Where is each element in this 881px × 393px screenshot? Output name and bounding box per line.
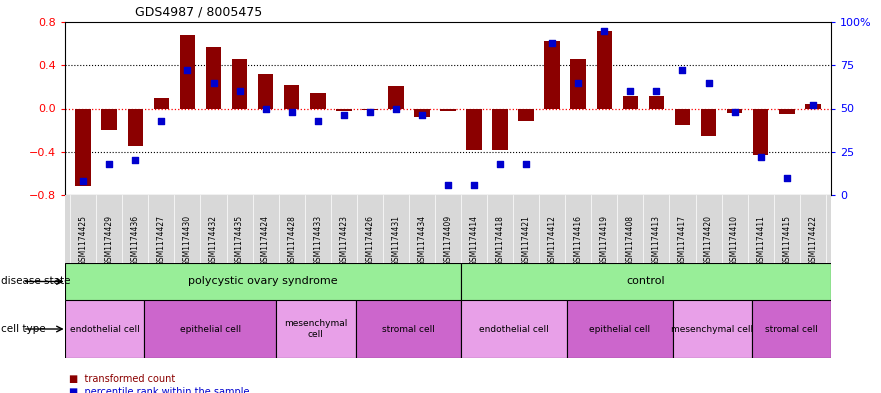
Bar — [277, 300, 356, 358]
Bar — [356, 300, 462, 358]
Point — [753, 154, 767, 160]
Bar — [596, 31, 612, 108]
Bar — [232, 59, 248, 108]
Point — [624, 88, 638, 94]
Text: epithelial cell: epithelial cell — [180, 325, 241, 334]
Bar — [675, 108, 691, 125]
Point — [415, 112, 429, 119]
Point — [701, 79, 715, 86]
Point — [519, 161, 533, 167]
Bar — [440, 108, 455, 111]
Bar — [566, 300, 672, 358]
Bar — [466, 108, 482, 150]
Bar — [180, 35, 196, 108]
Point — [441, 182, 455, 188]
Point — [233, 88, 247, 94]
Point — [649, 88, 663, 94]
Text: endothelial cell: endothelial cell — [479, 325, 549, 334]
Bar — [518, 108, 534, 121]
Bar — [779, 108, 795, 114]
Point — [154, 118, 168, 124]
Bar — [205, 47, 221, 108]
Text: ■  transformed count: ■ transformed count — [70, 374, 175, 384]
Bar — [623, 95, 638, 108]
Point — [102, 161, 116, 167]
Bar — [727, 108, 743, 113]
Point — [806, 102, 820, 108]
Bar — [76, 108, 91, 186]
Text: GDS4987 / 8005475: GDS4987 / 8005475 — [136, 5, 263, 18]
Bar — [700, 108, 716, 136]
Text: epithelial cell: epithelial cell — [589, 325, 650, 334]
Bar — [65, 263, 462, 300]
Text: mesenchymal cell: mesenchymal cell — [671, 325, 753, 334]
Bar — [805, 104, 820, 108]
Bar — [462, 300, 566, 358]
Bar — [258, 74, 273, 108]
Text: endothelial cell: endothelial cell — [70, 325, 139, 334]
Text: polycystic ovary syndrome: polycystic ovary syndrome — [189, 277, 338, 286]
Point — [597, 28, 611, 34]
Point — [76, 178, 90, 184]
Point — [545, 40, 559, 46]
Text: mesenchymal
cell: mesenchymal cell — [285, 319, 348, 339]
Bar — [153, 98, 169, 108]
Bar — [65, 300, 144, 358]
Point — [129, 157, 143, 163]
Bar — [388, 86, 403, 108]
Text: ■  percentile rank within the sample: ■ percentile rank within the sample — [70, 387, 250, 393]
Point — [728, 109, 742, 115]
Bar — [101, 108, 117, 130]
Point — [676, 67, 690, 73]
Point — [571, 79, 585, 86]
Point — [258, 105, 272, 112]
Bar — [310, 94, 326, 108]
Bar — [462, 263, 831, 300]
Bar — [648, 95, 664, 108]
Bar — [128, 108, 144, 146]
Bar — [492, 108, 508, 150]
Point — [181, 67, 195, 73]
Bar — [414, 108, 430, 117]
Point — [389, 105, 403, 112]
Bar — [751, 300, 831, 358]
Point — [363, 109, 377, 115]
Text: stromal cell: stromal cell — [765, 325, 818, 334]
Point — [285, 109, 299, 115]
Point — [493, 161, 507, 167]
Bar — [753, 108, 768, 155]
Bar — [362, 108, 378, 110]
Bar — [544, 42, 560, 108]
Point — [467, 182, 481, 188]
Text: disease state: disease state — [1, 277, 70, 286]
Point — [206, 79, 220, 86]
Point — [337, 112, 351, 119]
Bar — [284, 85, 300, 108]
Text: cell type: cell type — [1, 324, 46, 334]
Point — [780, 174, 794, 181]
Bar — [144, 300, 277, 358]
Text: stromal cell: stromal cell — [382, 325, 435, 334]
Bar — [571, 59, 586, 108]
Point — [311, 118, 325, 124]
Bar — [672, 300, 751, 358]
Text: control: control — [626, 277, 665, 286]
Bar — [336, 108, 352, 111]
